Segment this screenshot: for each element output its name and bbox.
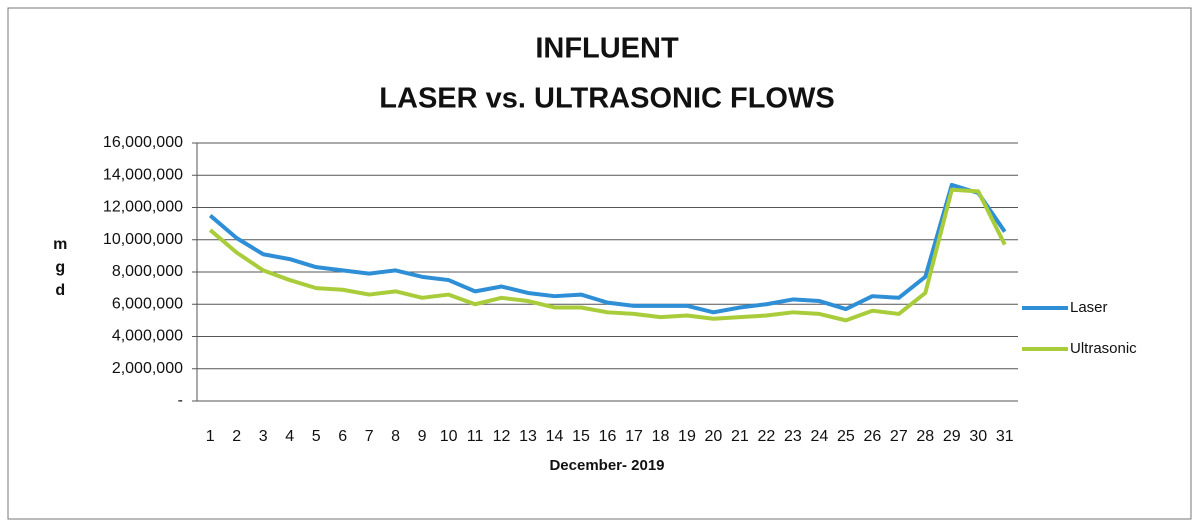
y-axis-label: mgd (52, 236, 69, 305)
x-tick-label: 28 (916, 428, 934, 445)
x-tick-label: 30 (969, 428, 987, 445)
y-tick-label: 10,000,000 (103, 231, 183, 248)
x-tick-label: 6 (338, 428, 347, 445)
x-tick-label: 22 (758, 428, 776, 445)
chart-frame (7, 7, 1192, 520)
x-tick-label: 15 (572, 428, 590, 445)
chart-subtitle: LASER vs. ULTRASONIC FLOWS (379, 83, 834, 115)
y-tick-label: 14,000,000 (103, 166, 183, 183)
x-tick-label: 17 (625, 428, 643, 445)
y-tick-label: 2,000,000 (112, 360, 183, 377)
x-tick-label: 9 (418, 428, 427, 445)
data-line (208, 187, 1007, 323)
x-tick-label: 8 (391, 428, 400, 445)
x-tick-label: 25 (837, 428, 855, 445)
chart-title: INFLUENT (535, 33, 679, 65)
x-tick-label: 19 (678, 428, 696, 445)
x-tick-label: 31 (996, 428, 1014, 445)
y-tick-label: 8,000,000 (112, 263, 183, 280)
x-tick-label: 2 (232, 428, 241, 445)
y-tick-label: 6,000,000 (112, 295, 183, 312)
x-tick-label: 3 (259, 428, 268, 445)
x-tick-label: 20 (705, 428, 723, 445)
x-tick-label: 18 (652, 428, 670, 445)
y-tick-label: 16,000,000 (103, 134, 183, 151)
legend-label: Laser (1070, 299, 1108, 316)
x-tick-label: 10 (440, 428, 458, 445)
x-tick-label: 7 (365, 428, 374, 445)
x-tick-label: 14 (546, 428, 564, 445)
legend-label: Ultrasonic (1070, 340, 1137, 357)
x-tick-label: 11 (467, 428, 484, 445)
y-tick-label: 12,000,000 (103, 199, 183, 216)
x-tick-label: 1 (206, 428, 215, 445)
x-tick-label: 26 (863, 428, 881, 445)
x-axis-label: December- 2019 (549, 457, 664, 474)
x-tick-label: 24 (810, 428, 828, 445)
x-tick-label: 16 (599, 428, 617, 445)
y-tick-label: 4,000,000 (112, 328, 183, 345)
x-tick-label: 12 (493, 428, 511, 445)
x-tick-label: 29 (943, 428, 961, 445)
x-tick-label: 5 (312, 428, 321, 445)
x-tick-label: 13 (519, 428, 537, 445)
x-tick-label: 21 (731, 428, 749, 445)
x-tick-label: 4 (285, 428, 294, 445)
x-tick-label: 23 (784, 428, 802, 445)
data-line (208, 182, 1007, 315)
x-tick-label: 27 (890, 428, 908, 445)
y-tick-label: - (178, 392, 183, 409)
